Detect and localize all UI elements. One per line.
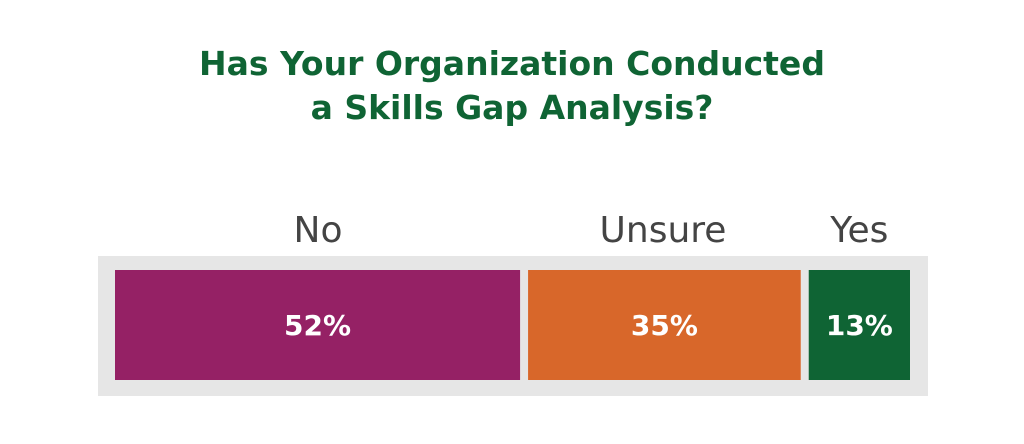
category-label-yes: Yes (829, 210, 888, 251)
bar-segment-unsure (528, 270, 801, 380)
value-label-no: 52% (284, 309, 351, 342)
bar-segment-no (115, 270, 521, 380)
value-label-unsure: 35% (631, 309, 698, 342)
category-label-unsure: Unsure (600, 210, 727, 251)
bar-segment-yes (808, 270, 910, 380)
chart-title-line-2: a Skills Gap Analysis? (310, 88, 714, 127)
category-label-no: No (294, 210, 343, 251)
bar-segments: 52% No 35% Unsure 13% Yes (115, 210, 910, 380)
value-label-yes: 13% (826, 309, 893, 342)
chart-title: Has Your Organization Conducted a Skills… (0, 42, 1024, 130)
chart-title-line-1: Has Your Organization Conducted (199, 44, 825, 83)
